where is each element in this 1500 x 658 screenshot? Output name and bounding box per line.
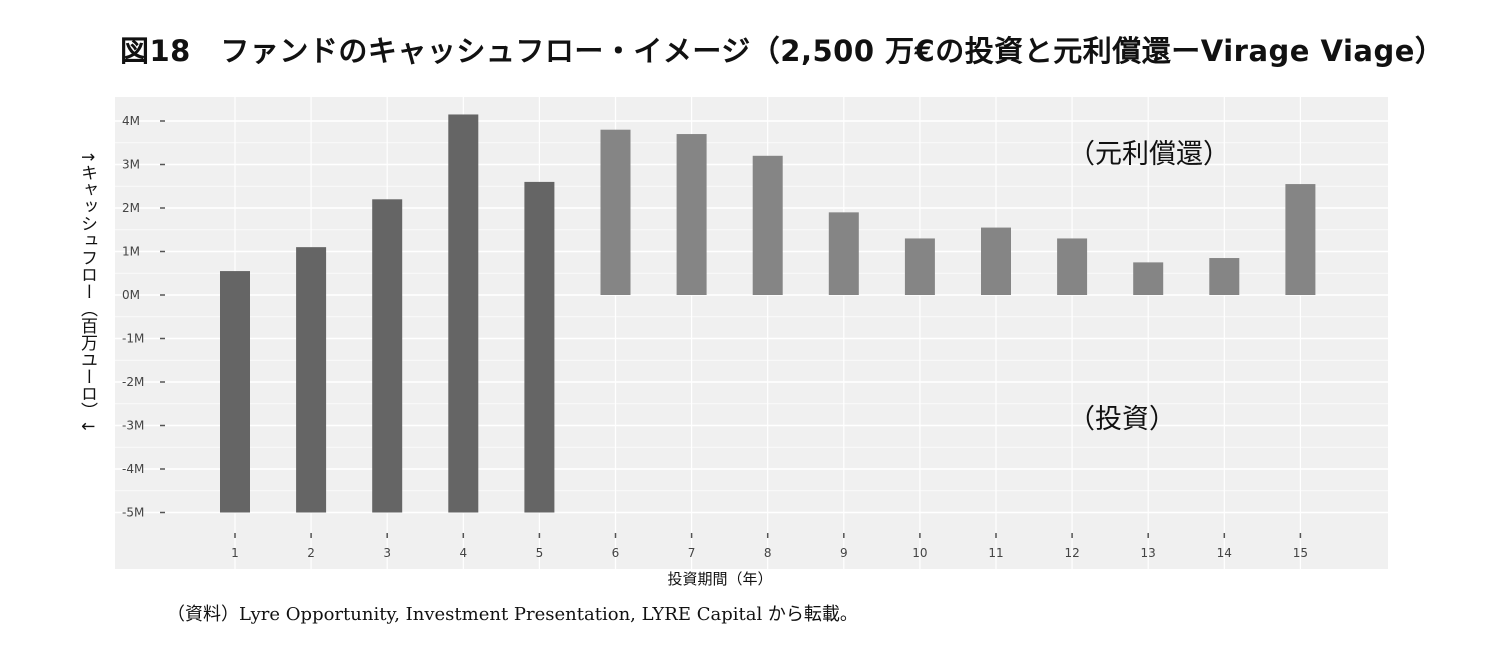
repayment-bar: [600, 129, 631, 295]
annotation-repayment: （元利償還）: [1068, 139, 1230, 170]
repayment-bar: [372, 199, 403, 295]
x-tick-label: 2: [307, 546, 315, 560]
annotation-layer: （元利償還） （投資）: [1068, 139, 1230, 435]
repayment-bar: [981, 227, 1011, 295]
y-tick-label: 3M: [122, 158, 140, 172]
repayment-bar: [1285, 184, 1316, 295]
repayment-bar: [1133, 262, 1164, 295]
y-tick-label: -5M: [122, 506, 144, 520]
investment-bar: [524, 295, 555, 513]
figure-title: 図18 ファンドのキャッシュフロー・イメージ（2,500 万€の投資と元利償還ー…: [120, 34, 1445, 68]
x-tick-label: 5: [536, 546, 544, 560]
repayment-bar: [752, 155, 783, 295]
x-tick-label: 8: [764, 546, 772, 560]
plot-panel: [115, 97, 1388, 569]
repayment-bar: [296, 247, 327, 295]
investment-bar: [220, 295, 250, 513]
investment-bar: [448, 295, 479, 513]
repayment-bar: [1209, 258, 1240, 295]
repayment-bar: [904, 238, 935, 295]
y-tick-label: 2M: [122, 201, 140, 215]
x-tick-label: 12: [1064, 546, 1079, 560]
source-note: （資料）Lyre Opportunity, Investment Present…: [167, 604, 858, 625]
x-tick-label: 13: [1141, 546, 1156, 560]
y-tick-label: -1M: [122, 332, 144, 346]
annotation-investment: （投資）: [1068, 404, 1176, 435]
y-tick-label: -3M: [122, 419, 144, 433]
y-tick-label: -4M: [122, 462, 144, 476]
x-tick-label: 14: [1217, 546, 1232, 560]
repayment-bar: [1057, 238, 1088, 295]
grid-layer: [115, 97, 1388, 569]
x-tick-label: 9: [840, 546, 848, 560]
y-tick-label: 1M: [122, 245, 140, 259]
x-tick-label: 7: [688, 546, 696, 560]
y-tick-label: 4M: [122, 114, 140, 128]
repayment-bar: [828, 212, 859, 295]
bar-layer: [220, 114, 1316, 513]
y-tick-label: -2M: [122, 375, 144, 389]
repayment-bar: [220, 271, 250, 295]
repayment-bar: [448, 114, 479, 295]
x-tick-label: 10: [912, 546, 927, 560]
x-tick-label: 11: [988, 546, 1003, 560]
x-tick-label: 4: [459, 546, 467, 560]
x-tick-label: 1: [231, 546, 239, 560]
investment-bar: [296, 295, 327, 513]
x-axis-title: 投資期間（年）: [667, 570, 772, 588]
y-axis-title: ↑キャッシュフロー（百万ユーロ）↓: [77, 150, 97, 434]
x-tick-label: 15: [1293, 546, 1308, 560]
repayment-bar: [676, 134, 707, 295]
y-tick-label: 0M: [122, 288, 140, 302]
x-tick-label: 3: [383, 546, 391, 560]
investment-bar: [372, 295, 403, 513]
repayment-bar: [524, 181, 555, 295]
x-tick-label: 6: [612, 546, 620, 560]
